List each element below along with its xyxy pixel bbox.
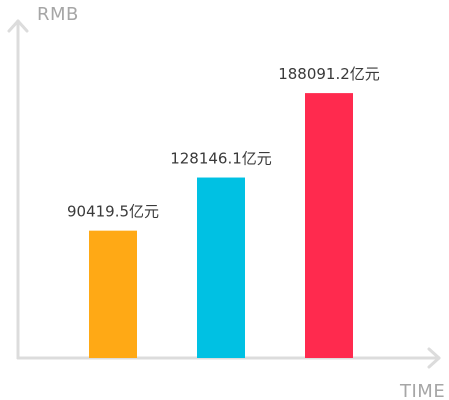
data-label-3: 188091.2亿元 [278,65,380,83]
data-label-2: 128146.1亿元 [170,150,272,168]
bar-1 [89,230,137,358]
x-axis-title: TIME [399,381,445,400]
y-axis-title: RMB [37,4,79,25]
bars-group [89,93,353,359]
bar-2 [197,177,245,358]
y-axis-arrow [7,19,29,33]
data-label-1: 90419.5亿元 [67,203,159,221]
bar-3 [305,93,353,359]
data-labels-group: 90419.5亿元 128146.1亿元 188091.2亿元 [67,65,380,221]
x-axis-arrow [427,347,441,369]
